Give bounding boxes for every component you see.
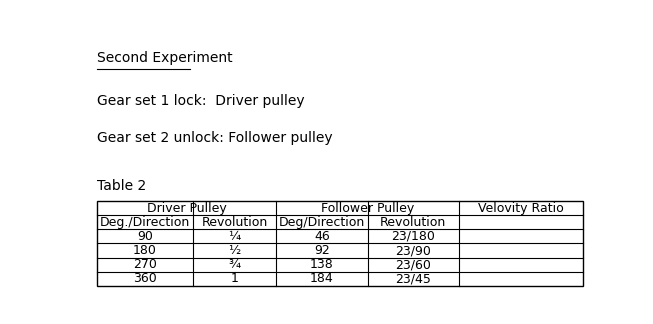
Text: ¾: ¾ (229, 258, 241, 271)
Text: 184: 184 (310, 272, 334, 285)
Text: 360: 360 (133, 272, 157, 285)
Text: 180: 180 (133, 244, 157, 257)
Text: 23/180: 23/180 (391, 230, 435, 243)
Text: Driver Pulley: Driver Pulley (147, 202, 227, 214)
Text: 23/45: 23/45 (395, 272, 431, 285)
Text: 92: 92 (314, 244, 330, 257)
Text: 46: 46 (314, 230, 330, 243)
Text: Follower Pulley: Follower Pulley (321, 202, 414, 214)
Text: Deg/Direction: Deg/Direction (279, 216, 365, 229)
Text: ¼: ¼ (229, 230, 241, 243)
Text: Second Experiment: Second Experiment (97, 51, 232, 65)
Text: Table 2: Table 2 (97, 179, 146, 192)
Text: Deg./Direction: Deg./Direction (100, 216, 190, 229)
Text: Gear set 1 lock:  Driver pulley: Gear set 1 lock: Driver pulley (97, 94, 304, 108)
Text: 270: 270 (133, 258, 157, 271)
Text: 23/90: 23/90 (395, 244, 431, 257)
Text: Revolution: Revolution (202, 216, 268, 229)
Text: 23/60: 23/60 (395, 258, 431, 271)
Text: ½: ½ (229, 244, 241, 257)
Text: 1: 1 (231, 272, 238, 285)
Text: 138: 138 (310, 258, 334, 271)
Text: 90: 90 (137, 230, 153, 243)
Text: Revolution: Revolution (380, 216, 446, 229)
Text: Gear set 2 unlock: Follower pulley: Gear set 2 unlock: Follower pulley (97, 131, 332, 145)
Text: Velovity Ratio: Velovity Ratio (478, 202, 564, 214)
